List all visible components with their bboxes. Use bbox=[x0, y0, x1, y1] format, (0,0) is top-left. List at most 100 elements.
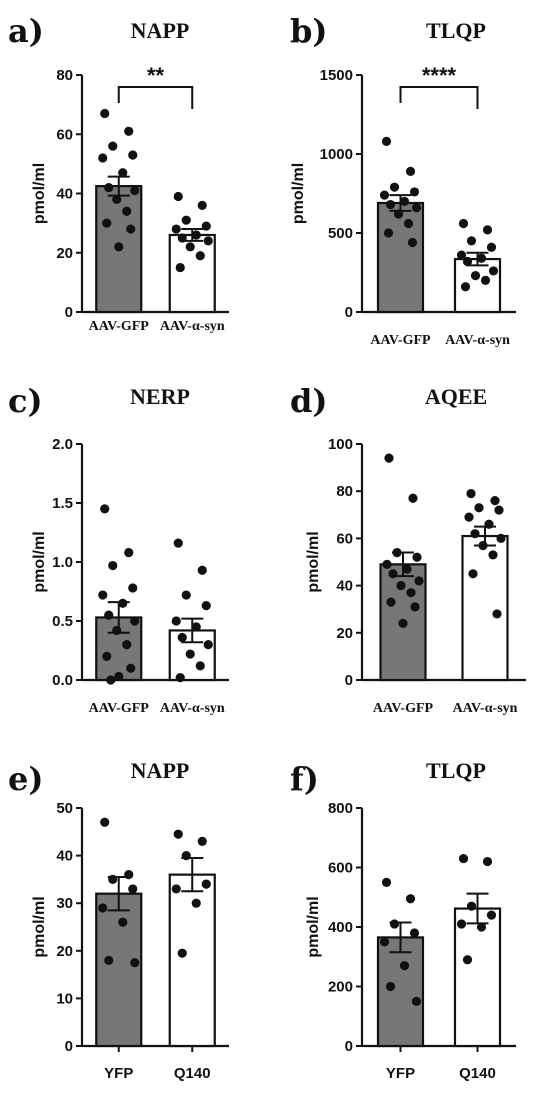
data-point bbox=[197, 565, 207, 575]
chart-panel-a: a) NAPP pmol/ml 0 20 40 60 80 AAV-GFP AAV-α-syn ** bbox=[8, 12, 229, 334]
data-point bbox=[399, 196, 410, 206]
data-point bbox=[128, 150, 138, 160]
chart-panel-c: c) NERP pmol/ml 0.0 0.5 1.0 1.5 2.0 AAV-GFP AAV-α… bbox=[8, 382, 229, 716]
data-point bbox=[108, 874, 118, 885]
panel-letter: e) bbox=[8, 760, 44, 798]
data-point bbox=[98, 153, 108, 163]
data-point bbox=[124, 126, 134, 136]
data-point bbox=[126, 663, 136, 673]
chart-panel-b: b) TLQP pmol/ml 0 500 1000 1500 AAV-GFP AAV-α-sy… bbox=[290, 12, 516, 348]
data-point bbox=[456, 250, 467, 260]
data-point bbox=[384, 453, 394, 463]
y-tick-label: 40 bbox=[336, 578, 353, 595]
y-tick-label: 0.0 bbox=[52, 672, 73, 689]
panel-letter: d) bbox=[290, 382, 328, 420]
y-axis-label: pmol/ml bbox=[305, 896, 322, 957]
data-point bbox=[197, 200, 207, 210]
data-point bbox=[386, 597, 396, 607]
data-point bbox=[108, 141, 118, 151]
data-point bbox=[381, 877, 392, 887]
y-tick-label: 0 bbox=[65, 1038, 73, 1055]
y-tick-label: 60 bbox=[336, 530, 353, 547]
bar-AAV-GFP bbox=[376, 201, 425, 314]
data-point bbox=[171, 884, 181, 894]
data-point bbox=[100, 504, 110, 514]
data-point bbox=[201, 879, 211, 889]
y-tick-label: 30 bbox=[56, 895, 73, 912]
bar-Q140 bbox=[168, 873, 216, 1048]
y-tick-label: 40 bbox=[56, 186, 73, 203]
data-point bbox=[494, 505, 504, 515]
data-point bbox=[388, 569, 398, 579]
chart-panel-d: d) AQEE pmol/ml 0 20 40 60 80 100 AAV-GFP AAV-α-sy… bbox=[290, 382, 526, 716]
panel-letter: c) bbox=[8, 382, 43, 420]
y-tick-label: 60 bbox=[56, 126, 73, 143]
data-point bbox=[171, 224, 181, 234]
chart-panel-f: f) TLQP pmol/ml 0 200 400 600 800 YFP Q140 bbox=[290, 758, 516, 1082]
data-point bbox=[201, 601, 211, 611]
data-point bbox=[130, 185, 140, 196]
x-category-label: YFP bbox=[386, 1065, 415, 1082]
data-point bbox=[203, 640, 213, 650]
data-point bbox=[486, 910, 497, 920]
data-point bbox=[414, 576, 424, 586]
data-point bbox=[470, 529, 480, 539]
y-tick-label: 20 bbox=[56, 943, 73, 960]
data-point bbox=[114, 242, 124, 252]
x-category-label: Q140 bbox=[174, 1065, 211, 1082]
data-point bbox=[409, 187, 420, 197]
data-point bbox=[191, 898, 201, 908]
data-point bbox=[181, 590, 191, 600]
y-tick-label: 0 bbox=[65, 304, 73, 321]
data-point bbox=[492, 609, 502, 619]
data-point bbox=[124, 547, 134, 558]
data-point bbox=[389, 919, 400, 929]
y-axis-label: pmol/ml bbox=[290, 163, 307, 224]
y-tick-label: 0.5 bbox=[52, 613, 73, 630]
x-category-label: AAV-GFP bbox=[373, 701, 434, 716]
bar-YFP bbox=[376, 936, 425, 1048]
data-point bbox=[476, 253, 487, 263]
x-category-label: YFP bbox=[104, 1065, 133, 1082]
data-point bbox=[112, 625, 122, 636]
x-category-label: Q140 bbox=[459, 1065, 496, 1082]
panel-letter: a) bbox=[8, 12, 44, 50]
data-point bbox=[410, 602, 420, 612]
data-point bbox=[474, 503, 484, 513]
y-tick-label: 400 bbox=[328, 919, 353, 936]
data-point bbox=[392, 547, 402, 558]
x-category-label: AAV-GFP bbox=[370, 333, 431, 348]
x-category-label: AAV-α-syn bbox=[445, 333, 510, 348]
data-point bbox=[476, 922, 487, 932]
chart-panel-e: e) NAPP pmol/ml 0 10 20 30 40 50 YFP Q140 bbox=[8, 758, 229, 1082]
data-point bbox=[468, 569, 478, 579]
y-tick-label: 1.0 bbox=[52, 554, 73, 571]
data-point bbox=[175, 673, 185, 683]
data-point bbox=[122, 640, 132, 650]
x-category-label: AAV-GFP bbox=[89, 319, 150, 334]
data-point bbox=[126, 224, 136, 234]
data-point bbox=[399, 961, 410, 971]
y-tick-label: 0 bbox=[345, 1038, 353, 1055]
data-point bbox=[458, 853, 469, 864]
data-point bbox=[383, 228, 394, 238]
data-point bbox=[379, 190, 390, 200]
data-point bbox=[177, 948, 187, 958]
data-point bbox=[197, 836, 207, 846]
x-category-label: AAV-α-syn bbox=[453, 701, 518, 716]
data-point bbox=[382, 559, 392, 569]
data-point bbox=[100, 108, 110, 119]
data-point bbox=[411, 996, 422, 1006]
data-point bbox=[106, 675, 116, 685]
chart-title: AQEE bbox=[425, 384, 487, 409]
y-tick-label: 2.0 bbox=[52, 436, 73, 453]
data-point bbox=[128, 583, 138, 593]
data-point bbox=[405, 894, 416, 904]
data-point bbox=[381, 136, 392, 146]
y-tick-label: 500 bbox=[328, 225, 353, 242]
data-point bbox=[478, 540, 488, 551]
y-tick-label: 80 bbox=[336, 483, 353, 500]
data-point bbox=[195, 251, 205, 261]
data-point bbox=[466, 236, 477, 246]
data-point bbox=[385, 981, 396, 992]
